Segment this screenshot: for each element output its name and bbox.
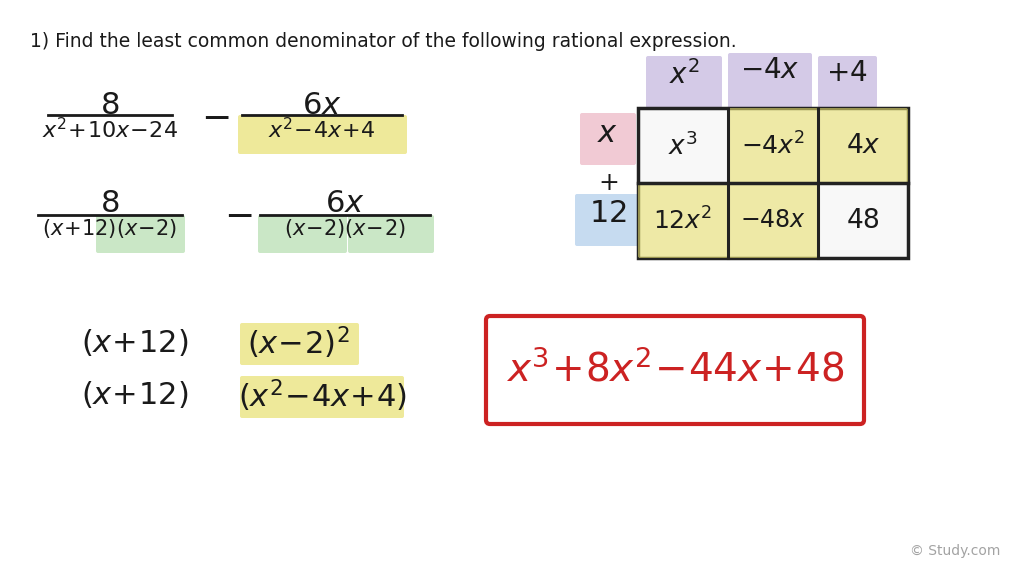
Text: $6x$: $6x$: [302, 90, 342, 121]
Text: $-$: $-$: [224, 198, 252, 232]
Text: $8$: $8$: [100, 90, 120, 121]
Text: $-$: $-$: [201, 100, 229, 134]
Text: $(x\!+\!12)$: $(x\!+\!12)$: [81, 380, 188, 411]
FancyBboxPatch shape: [638, 183, 728, 258]
FancyBboxPatch shape: [575, 194, 641, 246]
FancyBboxPatch shape: [258, 215, 347, 253]
FancyBboxPatch shape: [646, 56, 722, 108]
Text: $-4x^2$: $-4x^2$: [741, 132, 805, 159]
Text: $x^2\!-\!4x\!+\!4$: $x^2\!-\!4x\!+\!4$: [268, 118, 376, 143]
Text: $x$: $x$: [597, 118, 618, 149]
Text: $12$: $12$: [589, 198, 627, 229]
Text: $-4x$: $-4x$: [740, 57, 800, 84]
FancyBboxPatch shape: [238, 115, 407, 154]
Text: 1) Find the least common denominator of the following rational expression.: 1) Find the least common denominator of …: [30, 32, 736, 51]
FancyBboxPatch shape: [348, 215, 434, 253]
Text: $x^2\!+\!10x\!-\!24$: $x^2\!+\!10x\!-\!24$: [42, 118, 178, 143]
Text: © Study.com: © Study.com: [909, 544, 1000, 558]
Bar: [638, 108, 908, 258]
FancyBboxPatch shape: [728, 53, 812, 109]
Text: $-48x$: $-48x$: [740, 209, 806, 232]
FancyBboxPatch shape: [240, 376, 404, 418]
FancyBboxPatch shape: [728, 183, 818, 258]
Text: $x^3$: $x^3$: [668, 131, 698, 160]
Text: $+4$: $+4$: [826, 60, 867, 87]
FancyBboxPatch shape: [96, 215, 185, 253]
FancyBboxPatch shape: [580, 113, 636, 165]
FancyBboxPatch shape: [818, 56, 877, 108]
Text: $(x\!-\!2)^2$: $(x\!-\!2)^2$: [247, 325, 349, 362]
Text: $(x^2\!-\!4x\!+\!4)$: $(x^2\!-\!4x\!+\!4)$: [238, 378, 407, 415]
Text: $x^3\!+\!8x^2\!-\!44x\!+\!48$: $x^3\!+\!8x^2\!-\!44x\!+\!48$: [506, 350, 844, 390]
Text: $8$: $8$: [100, 188, 120, 219]
FancyBboxPatch shape: [728, 108, 818, 183]
FancyBboxPatch shape: [486, 316, 864, 424]
Text: $48$: $48$: [846, 208, 880, 233]
Text: $+$: $+$: [598, 172, 618, 195]
Text: $(x\!+\!12)(x\!-\!2)$: $(x\!+\!12)(x\!-\!2)$: [42, 217, 177, 240]
Text: $4x$: $4x$: [846, 133, 881, 158]
Text: $6x$: $6x$: [326, 188, 365, 219]
FancyBboxPatch shape: [240, 323, 359, 365]
Text: $12x^2$: $12x^2$: [653, 207, 713, 234]
Text: $(x\!+\!12)$: $(x\!+\!12)$: [81, 328, 188, 359]
FancyBboxPatch shape: [818, 108, 908, 183]
Text: $(x\!-\!2)(x\!-\!2)$: $(x\!-\!2)(x\!-\!2)$: [284, 217, 406, 240]
Text: $x^2$: $x^2$: [669, 60, 699, 90]
